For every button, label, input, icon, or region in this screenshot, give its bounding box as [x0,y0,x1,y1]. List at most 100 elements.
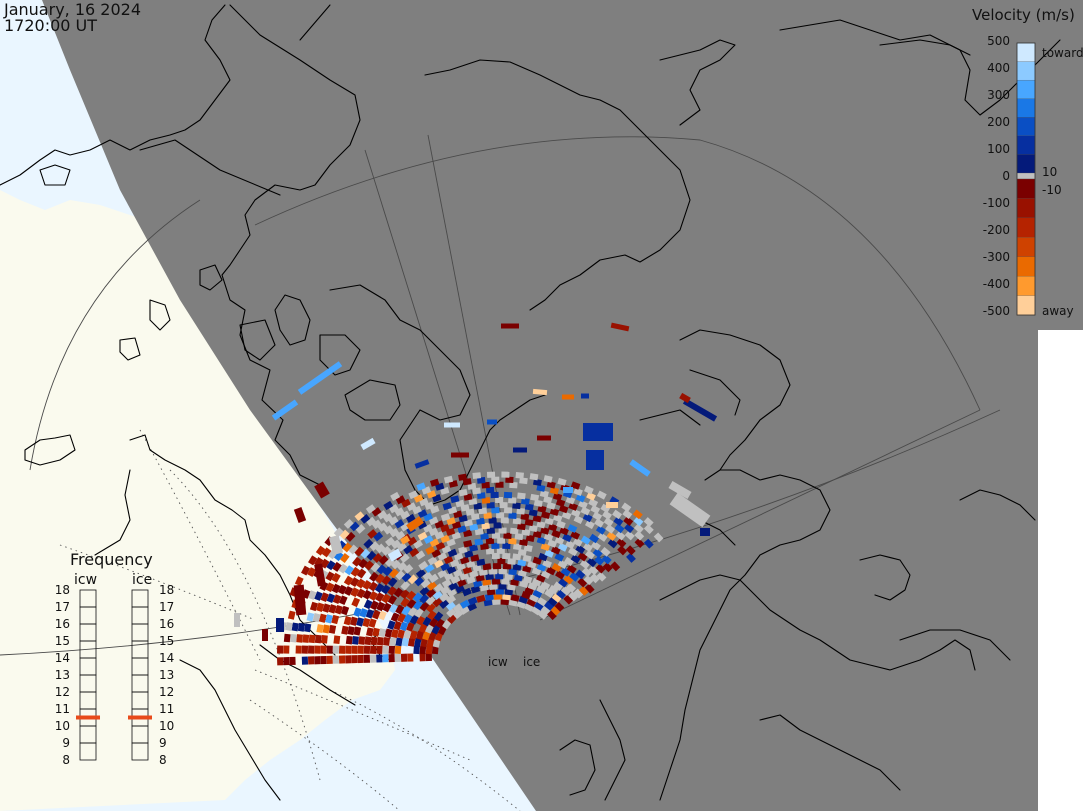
radar-cell [366,550,377,561]
radar-cell [523,544,533,553]
radar-cell [577,551,588,562]
radar-cell [595,563,606,574]
radar-cell [333,551,344,562]
radar-cell [297,361,343,395]
radar-cell [668,481,692,499]
radar-cell [400,510,411,520]
radar-cell [403,613,413,624]
radar-cell [543,495,553,504]
radar-cell [481,497,491,504]
radar-cell [325,571,335,582]
radar-cell [543,475,553,483]
radar-cell [600,547,611,557]
radar-cell [533,601,544,611]
radar-cell [476,594,486,603]
radar-cell [450,575,461,585]
radar-cell [377,510,388,520]
radar-cell [536,596,547,607]
radar-cell [383,525,394,535]
colorbar-tick-label: -200 [983,223,1010,237]
radar-cell [560,586,571,596]
radar-cell [588,565,599,576]
radar-cell [291,622,299,632]
radar-cell [634,530,645,541]
radar-cell [536,520,546,529]
radar-cell [606,531,617,542]
radar-cell [536,585,547,595]
radar-cell [481,481,490,489]
radar-cell [570,530,581,540]
radar-cell [497,557,506,565]
radar-cell [612,509,623,520]
colorbar-tick-label: 500 [987,34,1010,48]
frequency-tick-label: 16 [55,617,70,631]
radar-cell [594,518,605,528]
radar-cell [345,531,356,542]
radar-cell [546,480,556,489]
radar-cell [575,544,586,555]
radar-cell [570,554,581,564]
radar-cell [476,477,486,484]
radar-cell [554,536,565,545]
grid-dotted-2 [139,429,261,661]
radar-cell [350,577,360,588]
radar-cell [393,620,402,631]
frequency-marker [76,715,100,720]
radar-cell [482,563,492,571]
radar-cell [573,588,584,599]
radar-cell [505,476,514,484]
radar-cell [614,523,625,534]
radar-cell [565,540,576,550]
radar-cell [584,485,594,495]
colorbar-block-toward [1016,61,1036,81]
radar-cell [563,556,574,567]
radar-cell [326,560,336,571]
radar-cell [428,631,437,641]
radar-cell [488,568,498,575]
radar-cell [382,566,393,577]
radar-cell [517,523,526,531]
radar-cell [360,437,376,451]
radar-cell [234,613,240,627]
frequency-col-ice: ice [132,572,152,588]
radar-cell [357,645,364,654]
radar-cell [381,545,392,556]
radar-cell [504,588,514,596]
radar-cell [579,559,590,570]
radar-cell [368,618,377,628]
radar-cell [442,619,452,630]
radar-cell [417,520,428,530]
radar-cell [370,562,381,573]
radar-cell [332,561,342,572]
radar-cell [418,623,428,634]
grid-dotted-5 [59,544,256,621]
frequency-tick-label: 10 [159,719,174,733]
radar-cell [415,630,424,640]
radar-cell [363,654,371,663]
radar-cell [433,559,444,569]
radar-cell [360,514,371,524]
radar-cell [276,657,284,666]
colorbar-block-toward [1016,98,1036,118]
radar-cell [570,481,581,490]
radar-cell [469,544,479,552]
colorbar-tick-label: -300 [983,250,1010,264]
radar-cell [552,513,563,523]
colorbar-block-toward [1016,135,1036,156]
radar-cell [338,655,346,664]
radar-cell [439,599,449,610]
radar-cell [425,645,433,655]
radar-cell [344,565,354,576]
radar-cell [441,578,452,589]
radar-cell [308,590,317,600]
radar-cell [376,654,383,663]
colorbar-blocks [1016,42,1036,316]
radar-cell [387,548,403,562]
frequency-tick-label: 13 [159,668,174,682]
radar-cell [357,654,364,664]
radar-cell [356,568,367,579]
radar-cell [343,616,352,626]
radar-cell [399,589,410,600]
radar-cell [293,507,307,523]
radar-cell [349,521,360,532]
